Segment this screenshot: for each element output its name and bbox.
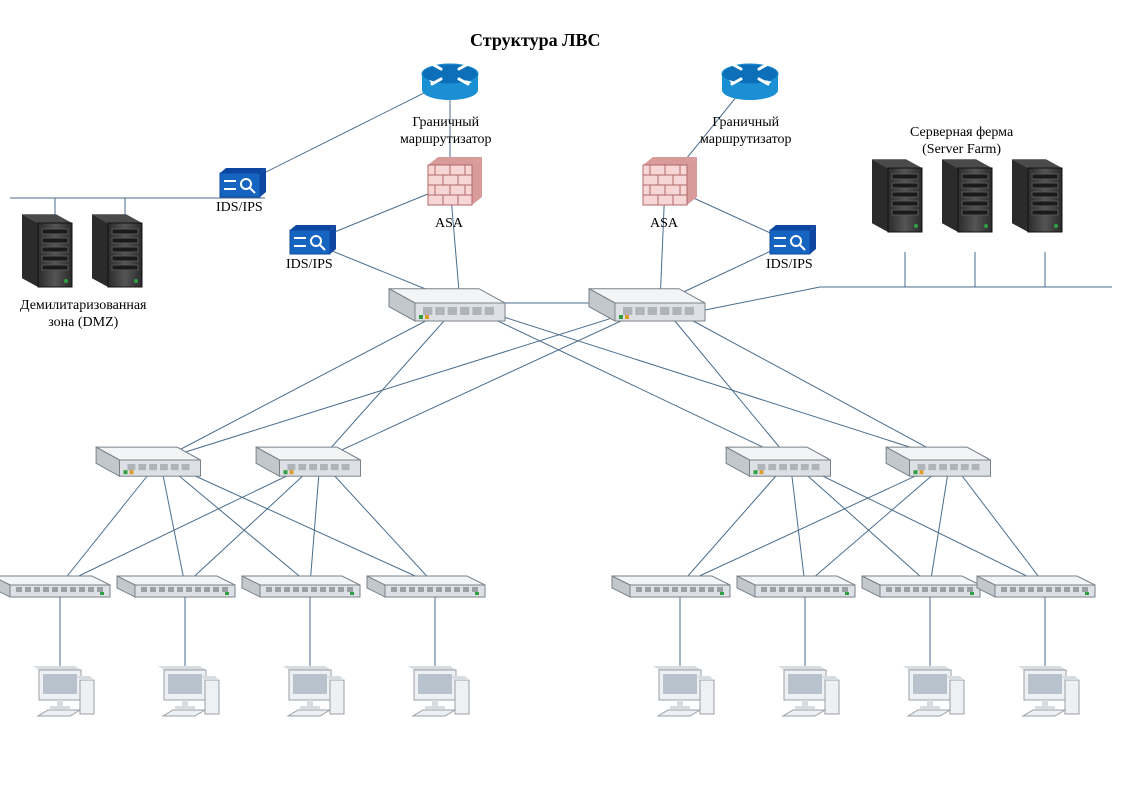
access-switch-icon — [862, 576, 980, 597]
switch-icon — [256, 447, 360, 476]
server-icon — [872, 159, 922, 232]
access-switch-icon — [612, 576, 730, 597]
dmz-label: Демилитаризованная зона (DMZ) — [20, 298, 147, 332]
ids-icon — [290, 225, 336, 254]
workstation-icon — [408, 666, 469, 716]
switch-icon — [886, 447, 990, 476]
access-switch-icon — [367, 576, 485, 597]
switch-icon — [726, 447, 830, 476]
router-icon — [422, 60, 478, 100]
access-switch-icon — [737, 576, 855, 597]
server-icon — [1012, 159, 1062, 232]
workstation-icon — [903, 666, 964, 716]
server-icon — [92, 214, 142, 287]
access-switch-icon — [0, 576, 110, 597]
workstation-icon — [158, 666, 219, 716]
firewall-icon — [643, 157, 697, 205]
ids-icon — [770, 225, 816, 254]
asa2-label: ASA — [650, 216, 678, 233]
workstation-icon — [33, 666, 94, 716]
access-switch-icon — [242, 576, 360, 597]
router-icon — [722, 60, 778, 100]
switch-icon — [389, 289, 505, 321]
ids2-label: IDS/IPS — [286, 257, 333, 274]
workstation-icon — [1018, 666, 1079, 716]
ids3-label: IDS/IPS — [766, 257, 813, 274]
diagram-title: Структура ЛВС — [470, 30, 601, 52]
switch-icon — [589, 289, 705, 321]
workstation-icon — [778, 666, 839, 716]
server-icon — [22, 214, 72, 287]
ids-icon — [220, 168, 266, 197]
network-diagram — [0, 0, 1123, 794]
serverfarm-label: Серверная ферма (Server Farm) — [910, 125, 1013, 159]
workstation-icon — [283, 666, 344, 716]
workstation-icon — [653, 666, 714, 716]
switch-icon — [96, 447, 200, 476]
access-switch-icon — [117, 576, 235, 597]
asa1-label: ASA — [435, 216, 463, 233]
server-icon — [942, 159, 992, 232]
access-switch-icon — [977, 576, 1095, 597]
router2-label: Граничный маршрутизатор — [700, 115, 792, 149]
router1-label: Граничный маршрутизатор — [400, 115, 492, 149]
firewall-icon — [428, 157, 482, 205]
ids1-label: IDS/IPS — [216, 200, 263, 217]
